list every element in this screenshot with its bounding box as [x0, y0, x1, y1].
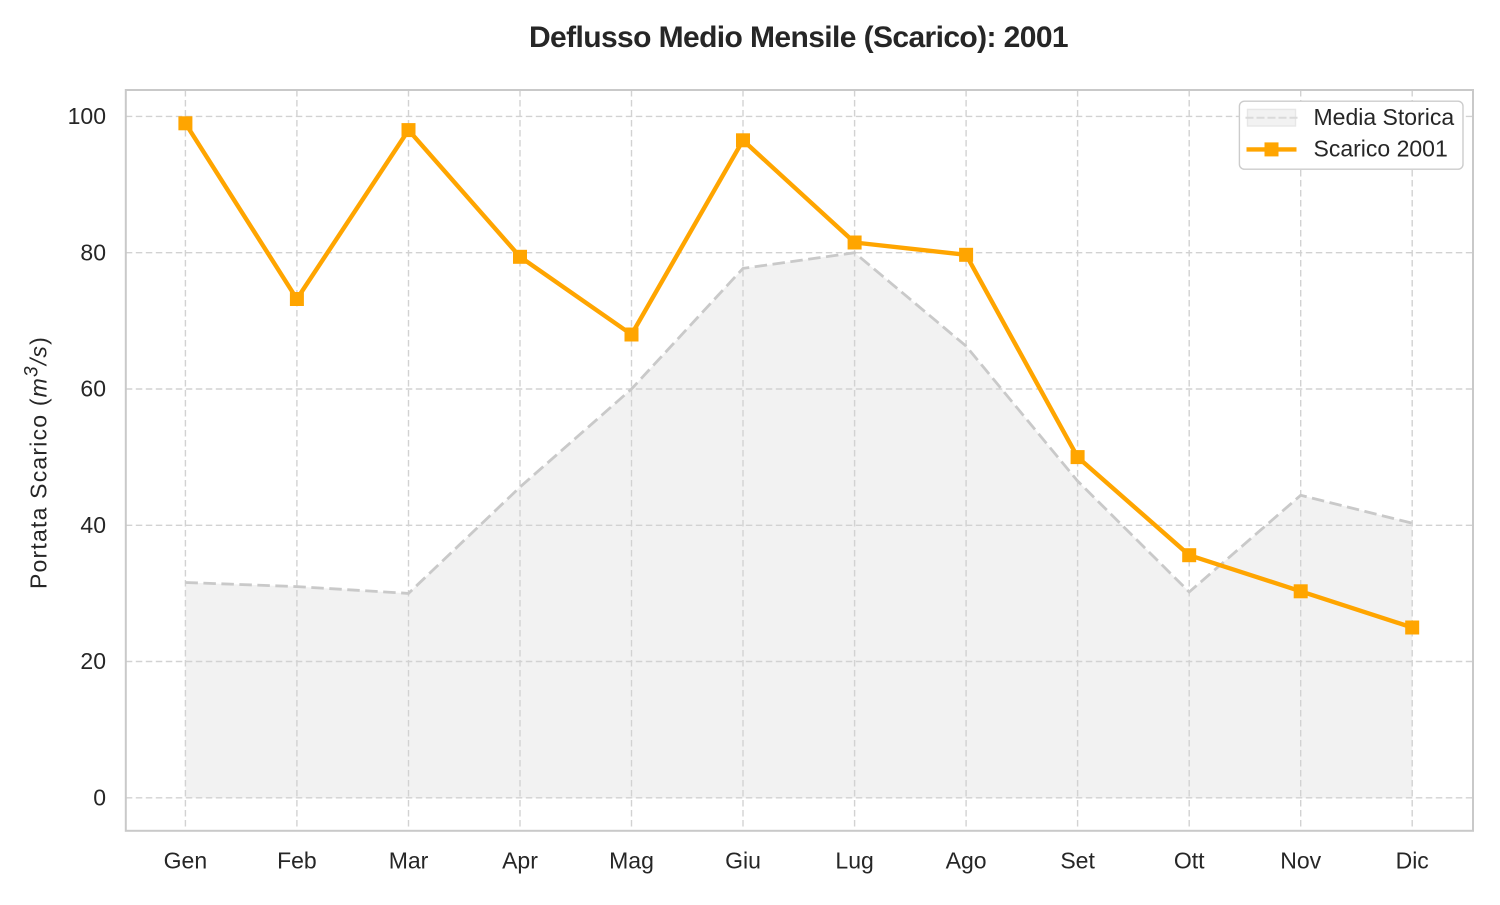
- svg-text:Giu: Giu: [725, 848, 761, 874]
- svg-text:Ott: Ott: [1174, 848, 1205, 874]
- svg-text:80: 80: [80, 239, 106, 265]
- svg-text:Gen: Gen: [164, 848, 207, 874]
- svg-text:Deflusso Medio Mensile (Scaric: Deflusso Medio Mensile (Scarico): 2001: [529, 21, 1068, 54]
- svg-text:Feb: Feb: [277, 848, 317, 874]
- svg-text:Set: Set: [1060, 848, 1095, 874]
- svg-text:Portata Scarico (m3/s): Portata Scarico (m3/s): [22, 336, 52, 589]
- svg-text:60: 60: [80, 376, 106, 402]
- svg-text:Apr: Apr: [502, 848, 538, 874]
- svg-text:20: 20: [80, 648, 106, 674]
- svg-text:100: 100: [68, 103, 106, 129]
- svg-text:Media Storica: Media Storica: [1314, 104, 1455, 130]
- svg-text:Mar: Mar: [389, 848, 429, 874]
- svg-text:40: 40: [80, 512, 106, 538]
- svg-text:0: 0: [93, 785, 106, 811]
- svg-text:Nov: Nov: [1280, 848, 1321, 874]
- svg-text:Ago: Ago: [946, 848, 987, 874]
- svg-text:Mag: Mag: [609, 848, 654, 874]
- svg-text:Scarico 2001: Scarico 2001: [1314, 135, 1448, 161]
- svg-text:Lug: Lug: [835, 848, 873, 874]
- svg-text:Dic: Dic: [1396, 848, 1429, 874]
